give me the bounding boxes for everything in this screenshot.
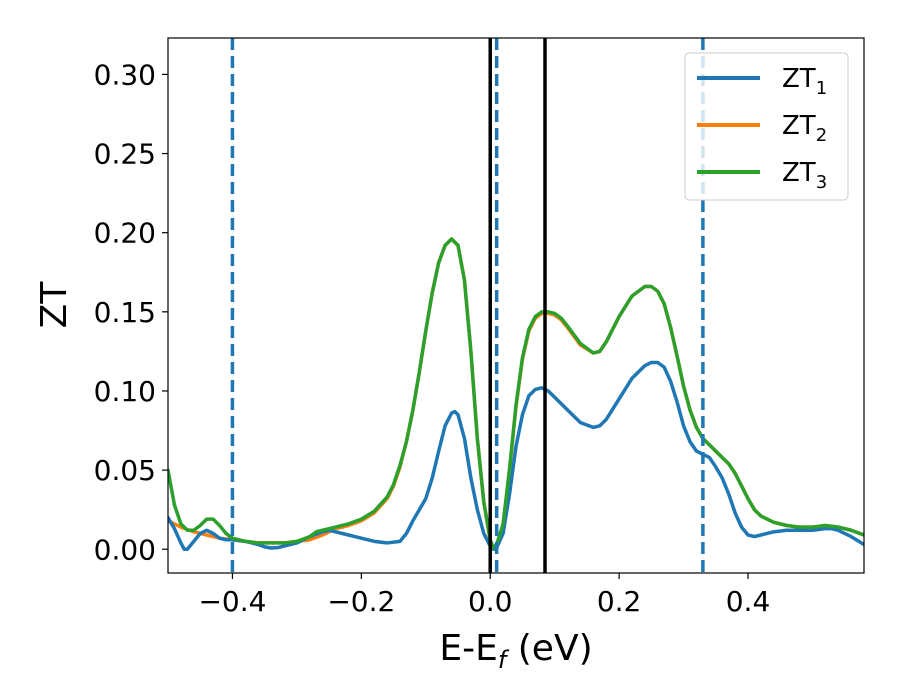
- x-tick-label: −0.4: [198, 585, 266, 618]
- legend-label-zt2: ZT2: [782, 111, 827, 146]
- x-axis-title: E-Ef (eV): [439, 628, 592, 674]
- y-tick-label: 0.20: [94, 217, 156, 250]
- series-line-zt3: [168, 237, 864, 550]
- x-tick-label: 0.2: [597, 585, 642, 618]
- y-tick-label: 0.00: [94, 533, 156, 566]
- legend-label-zt1: ZT1: [782, 64, 827, 99]
- legend-box: [684, 52, 849, 201]
- y-axis-title: ZT: [34, 281, 75, 329]
- y-tick-label: 0.10: [94, 375, 156, 408]
- y-tick-label: 0.30: [94, 58, 156, 91]
- series-layer: [168, 237, 864, 552]
- series-line-zt1: [168, 360, 864, 552]
- x-axis-ticks: −0.4 −0.2 0.0 0.2 0.4: [198, 573, 770, 618]
- plot-frame: [167, 37, 865, 574]
- x-tick-label: −0.2: [327, 585, 395, 618]
- x-tick-label: 0.0: [468, 585, 513, 618]
- y-tick-label: 0.15: [94, 296, 156, 329]
- y-tick-label: 0.25: [94, 138, 156, 171]
- legend-label-zt3: ZT3: [782, 158, 827, 193]
- legend: ZT1 ZT2 ZT3: [684, 52, 849, 201]
- x-tick-label: 0.4: [726, 585, 771, 618]
- y-tick-label: 0.05: [94, 454, 156, 487]
- y-axis-ticks: 0.00 0.05 0.10 0.15 0.20 0.25 0.30: [94, 58, 168, 566]
- reference-lines: [230, 38, 705, 573]
